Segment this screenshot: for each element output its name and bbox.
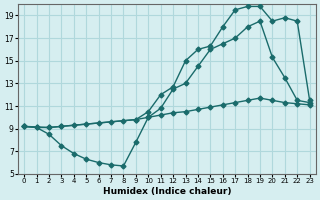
X-axis label: Humidex (Indice chaleur): Humidex (Indice chaleur) bbox=[103, 187, 231, 196]
